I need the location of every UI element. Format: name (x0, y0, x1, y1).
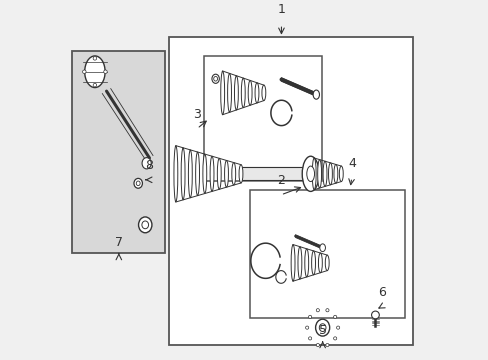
Ellipse shape (328, 163, 332, 185)
Ellipse shape (136, 181, 140, 186)
Ellipse shape (93, 57, 97, 60)
Bar (72, 51, 165, 253)
Ellipse shape (319, 324, 325, 332)
Ellipse shape (174, 146, 178, 202)
Text: 7: 7 (115, 236, 122, 249)
Ellipse shape (142, 158, 151, 169)
Ellipse shape (255, 83, 259, 103)
Ellipse shape (316, 343, 319, 347)
Bar (249, 190, 404, 318)
Text: 5: 5 (318, 324, 326, 337)
Ellipse shape (203, 154, 206, 194)
Text: 8: 8 (144, 159, 152, 172)
Ellipse shape (262, 85, 265, 100)
Ellipse shape (316, 309, 319, 312)
Text: 4: 4 (347, 157, 355, 170)
Ellipse shape (248, 80, 251, 105)
Ellipse shape (308, 315, 311, 319)
Ellipse shape (134, 179, 142, 188)
Ellipse shape (315, 319, 329, 336)
Ellipse shape (333, 315, 336, 319)
Ellipse shape (312, 158, 315, 190)
Ellipse shape (325, 343, 328, 347)
Ellipse shape (319, 244, 325, 252)
Ellipse shape (333, 337, 336, 340)
Ellipse shape (304, 249, 308, 277)
Ellipse shape (234, 76, 238, 110)
Ellipse shape (239, 165, 243, 183)
Ellipse shape (231, 163, 235, 185)
Ellipse shape (188, 150, 192, 198)
Ellipse shape (93, 84, 97, 87)
Ellipse shape (305, 326, 308, 329)
Ellipse shape (290, 244, 294, 281)
Ellipse shape (311, 251, 315, 275)
Text: 6: 6 (377, 286, 385, 299)
Ellipse shape (227, 73, 231, 112)
Ellipse shape (84, 56, 105, 87)
Ellipse shape (138, 217, 152, 233)
Ellipse shape (336, 326, 339, 329)
Ellipse shape (82, 70, 86, 73)
Text: 3: 3 (193, 108, 201, 121)
Text: 2: 2 (276, 174, 284, 187)
Ellipse shape (371, 311, 379, 319)
Ellipse shape (306, 166, 314, 181)
Ellipse shape (312, 90, 319, 99)
Ellipse shape (325, 309, 328, 312)
Text: 1: 1 (277, 4, 285, 17)
Ellipse shape (302, 156, 319, 192)
Ellipse shape (325, 255, 328, 271)
Ellipse shape (333, 165, 337, 183)
Bar (168, 37, 413, 345)
Bar (203, 56, 321, 181)
Ellipse shape (195, 152, 199, 195)
Ellipse shape (211, 74, 219, 84)
Ellipse shape (220, 71, 224, 115)
Ellipse shape (103, 70, 107, 73)
Ellipse shape (181, 148, 184, 200)
Ellipse shape (224, 161, 228, 187)
Ellipse shape (142, 221, 148, 229)
Ellipse shape (210, 156, 214, 192)
Ellipse shape (317, 159, 321, 188)
Ellipse shape (217, 158, 221, 189)
Ellipse shape (241, 78, 244, 108)
Ellipse shape (308, 337, 311, 340)
Ellipse shape (323, 161, 326, 186)
Ellipse shape (213, 76, 217, 81)
Ellipse shape (297, 247, 301, 279)
Ellipse shape (339, 166, 343, 181)
Ellipse shape (318, 253, 322, 273)
